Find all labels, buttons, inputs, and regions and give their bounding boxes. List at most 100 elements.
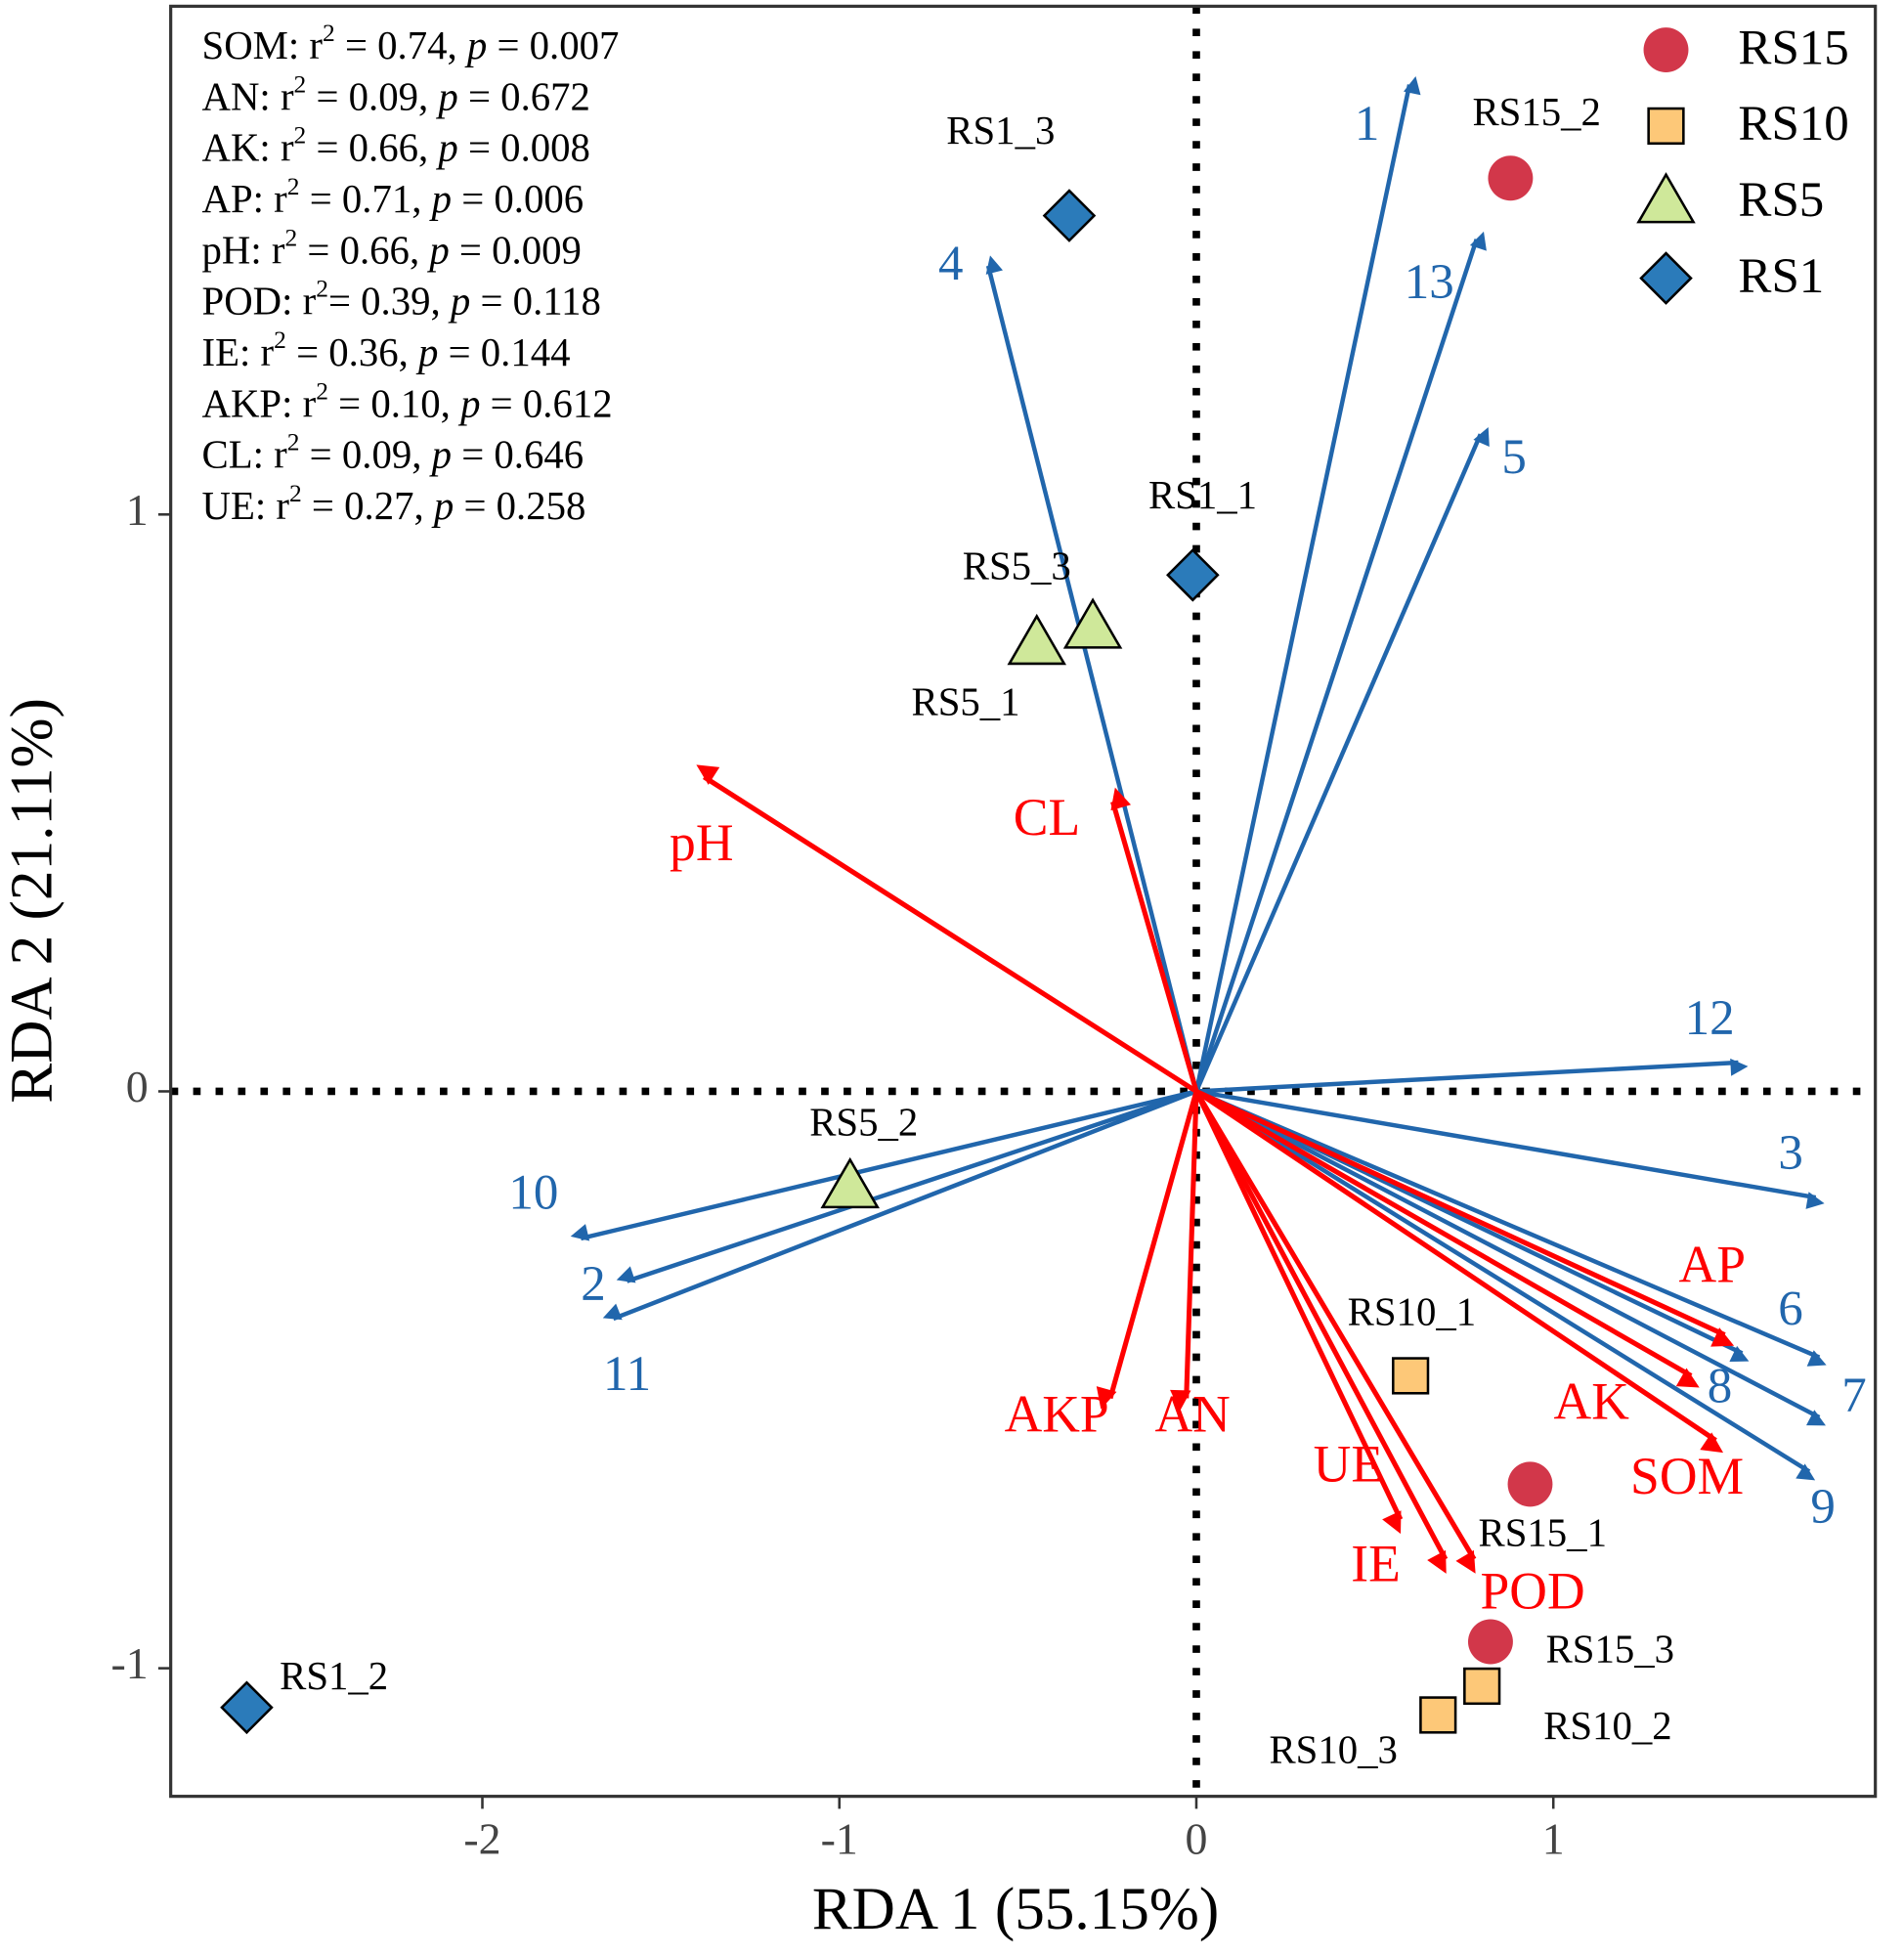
annotation: UE: r2 = 0.27, p = 0.258: [202, 479, 586, 528]
annotation-part: p: [415, 330, 438, 374]
annotation: SOM: r2 = 0.74, p = 0.007: [202, 19, 620, 67]
annotation-part: p: [429, 433, 452, 477]
point-label: RS15_3: [1546, 1627, 1674, 1671]
point-label: RS10_2: [1543, 1704, 1671, 1748]
point-label: RS1_3: [946, 109, 1055, 152]
annotation-part: SOM: r: [202, 23, 324, 67]
point-label: RS1_1: [1148, 473, 1257, 517]
env-arrow: [696, 764, 1198, 1094]
arrow-label: IE: [1351, 1535, 1401, 1593]
annotation-part: POD: r: [202, 280, 317, 324]
point-label: RS15_2: [1472, 90, 1600, 134]
env-arrow: [1193, 1090, 1449, 1574]
point: [1636, 172, 1696, 224]
env-arrow: [1194, 1089, 1724, 1454]
x-tick-label: 1: [1542, 1814, 1565, 1864]
annotation-part: = 0.36,: [286, 330, 418, 374]
arrow-label: SOM: [1630, 1447, 1744, 1505]
arrow-label: 1: [1355, 97, 1380, 152]
annotation-part: p: [435, 126, 457, 170]
annotation-part: AKP: r: [202, 382, 317, 426]
annotation-part: IE: r: [202, 330, 275, 374]
point: [1647, 107, 1685, 146]
annotation-part: p: [426, 229, 449, 273]
x-tick-label: -1: [821, 1814, 858, 1864]
annotation: pH: r2 = 0.66, p = 0.009: [202, 224, 582, 273]
annotation-part: = 0.27,: [302, 484, 434, 528]
point: [1488, 155, 1534, 201]
point: [1166, 547, 1220, 602]
point-label: RS1_2: [280, 1654, 388, 1698]
point: [1419, 1696, 1457, 1734]
point-label: RS10_1: [1348, 1290, 1476, 1334]
x-tick-label: 0: [1186, 1814, 1208, 1864]
point-label: RS5_2: [809, 1100, 918, 1144]
arrow-label: pH: [670, 813, 733, 872]
annotation-part: 2: [287, 172, 300, 200]
annotation-part: pH: r: [202, 229, 285, 273]
annotation-part: 2: [294, 121, 307, 150]
legend-label: RS1: [1738, 249, 1824, 304]
point: [1042, 189, 1097, 242]
arrow-label: 3: [1778, 1126, 1803, 1181]
arrow-label: 7: [1841, 1369, 1867, 1423]
annotation-part: = 0.39,: [328, 280, 451, 324]
annotation-part: = 0.612: [480, 382, 612, 426]
arrow-label: AP: [1679, 1235, 1746, 1293]
y-axis-title: RDA 2 (21.11%): [0, 698, 65, 1104]
species-arrow: [1194, 1089, 1826, 1426]
point-label: RS5_3: [963, 544, 1071, 588]
annotation-part: = 0.66,: [306, 126, 438, 170]
point: [1643, 27, 1689, 73]
legend-label: RS5: [1738, 173, 1824, 228]
point: [1639, 251, 1693, 305]
arrow-label: 12: [1685, 991, 1735, 1046]
annotation-part: = 0.66,: [297, 229, 429, 273]
point-label: RS5_1: [912, 680, 1020, 724]
arrow-label: AKP: [1005, 1384, 1109, 1443]
arrow-label: 11: [603, 1347, 651, 1402]
annotation: AP: r2 = 0.71, p = 0.006: [202, 172, 584, 221]
y-tick-label: 0: [126, 1062, 149, 1111]
arrow-label: 4: [938, 237, 964, 291]
annotation-part: = 0.006: [452, 177, 584, 221]
annotation-part: 2: [289, 479, 302, 507]
point: [220, 1680, 274, 1735]
annotation: IE: r2 = 0.36, p = 0.144: [202, 326, 571, 374]
arrow-label: CL: [1014, 788, 1080, 847]
annotation-part: = 0.09,: [299, 433, 431, 477]
annotation-part: AN: r: [202, 75, 294, 119]
point: [1392, 1357, 1430, 1395]
arrow-label: 2: [581, 1257, 606, 1312]
arrow-label: 8: [1708, 1359, 1733, 1413]
point-label: RS15_1: [1479, 1510, 1607, 1554]
annotation-part: CL: r: [202, 433, 288, 477]
point: [1007, 613, 1066, 666]
species-arrow: [1193, 427, 1490, 1093]
y-tick-label: 1: [126, 485, 149, 535]
annotation-part: p: [431, 484, 454, 528]
arrow-label: 10: [508, 1166, 558, 1221]
species-arrow: [1193, 231, 1487, 1093]
annotation-part: = 0.118: [470, 280, 601, 324]
arrow-label: AN: [1154, 1384, 1230, 1443]
point: [1062, 597, 1123, 649]
species-arrow: [1194, 1089, 1816, 1481]
annotation-part: 2: [294, 70, 307, 99]
annotation: POD: r2= 0.39, p = 0.118: [202, 275, 601, 324]
env-arrow: [1170, 1091, 1199, 1412]
point: [820, 1156, 880, 1209]
annotation-part: 2: [287, 428, 300, 456]
annotation-part: 2: [316, 275, 328, 303]
annotation: CL: r2 = 0.09, p = 0.646: [202, 428, 584, 477]
species-arrow: [616, 1089, 1197, 1283]
arrow-label: POD: [1481, 1562, 1585, 1621]
annotation-part: = 0.10,: [328, 382, 460, 426]
arrow-label: 13: [1405, 255, 1454, 310]
point: [1507, 1461, 1553, 1507]
annotation: AKP: r2 = 0.10, p = 0.612: [202, 377, 613, 426]
env-arrow: [1096, 1090, 1199, 1410]
annotation-part: = 0.007: [487, 23, 619, 67]
species-arrow: [570, 1089, 1197, 1241]
